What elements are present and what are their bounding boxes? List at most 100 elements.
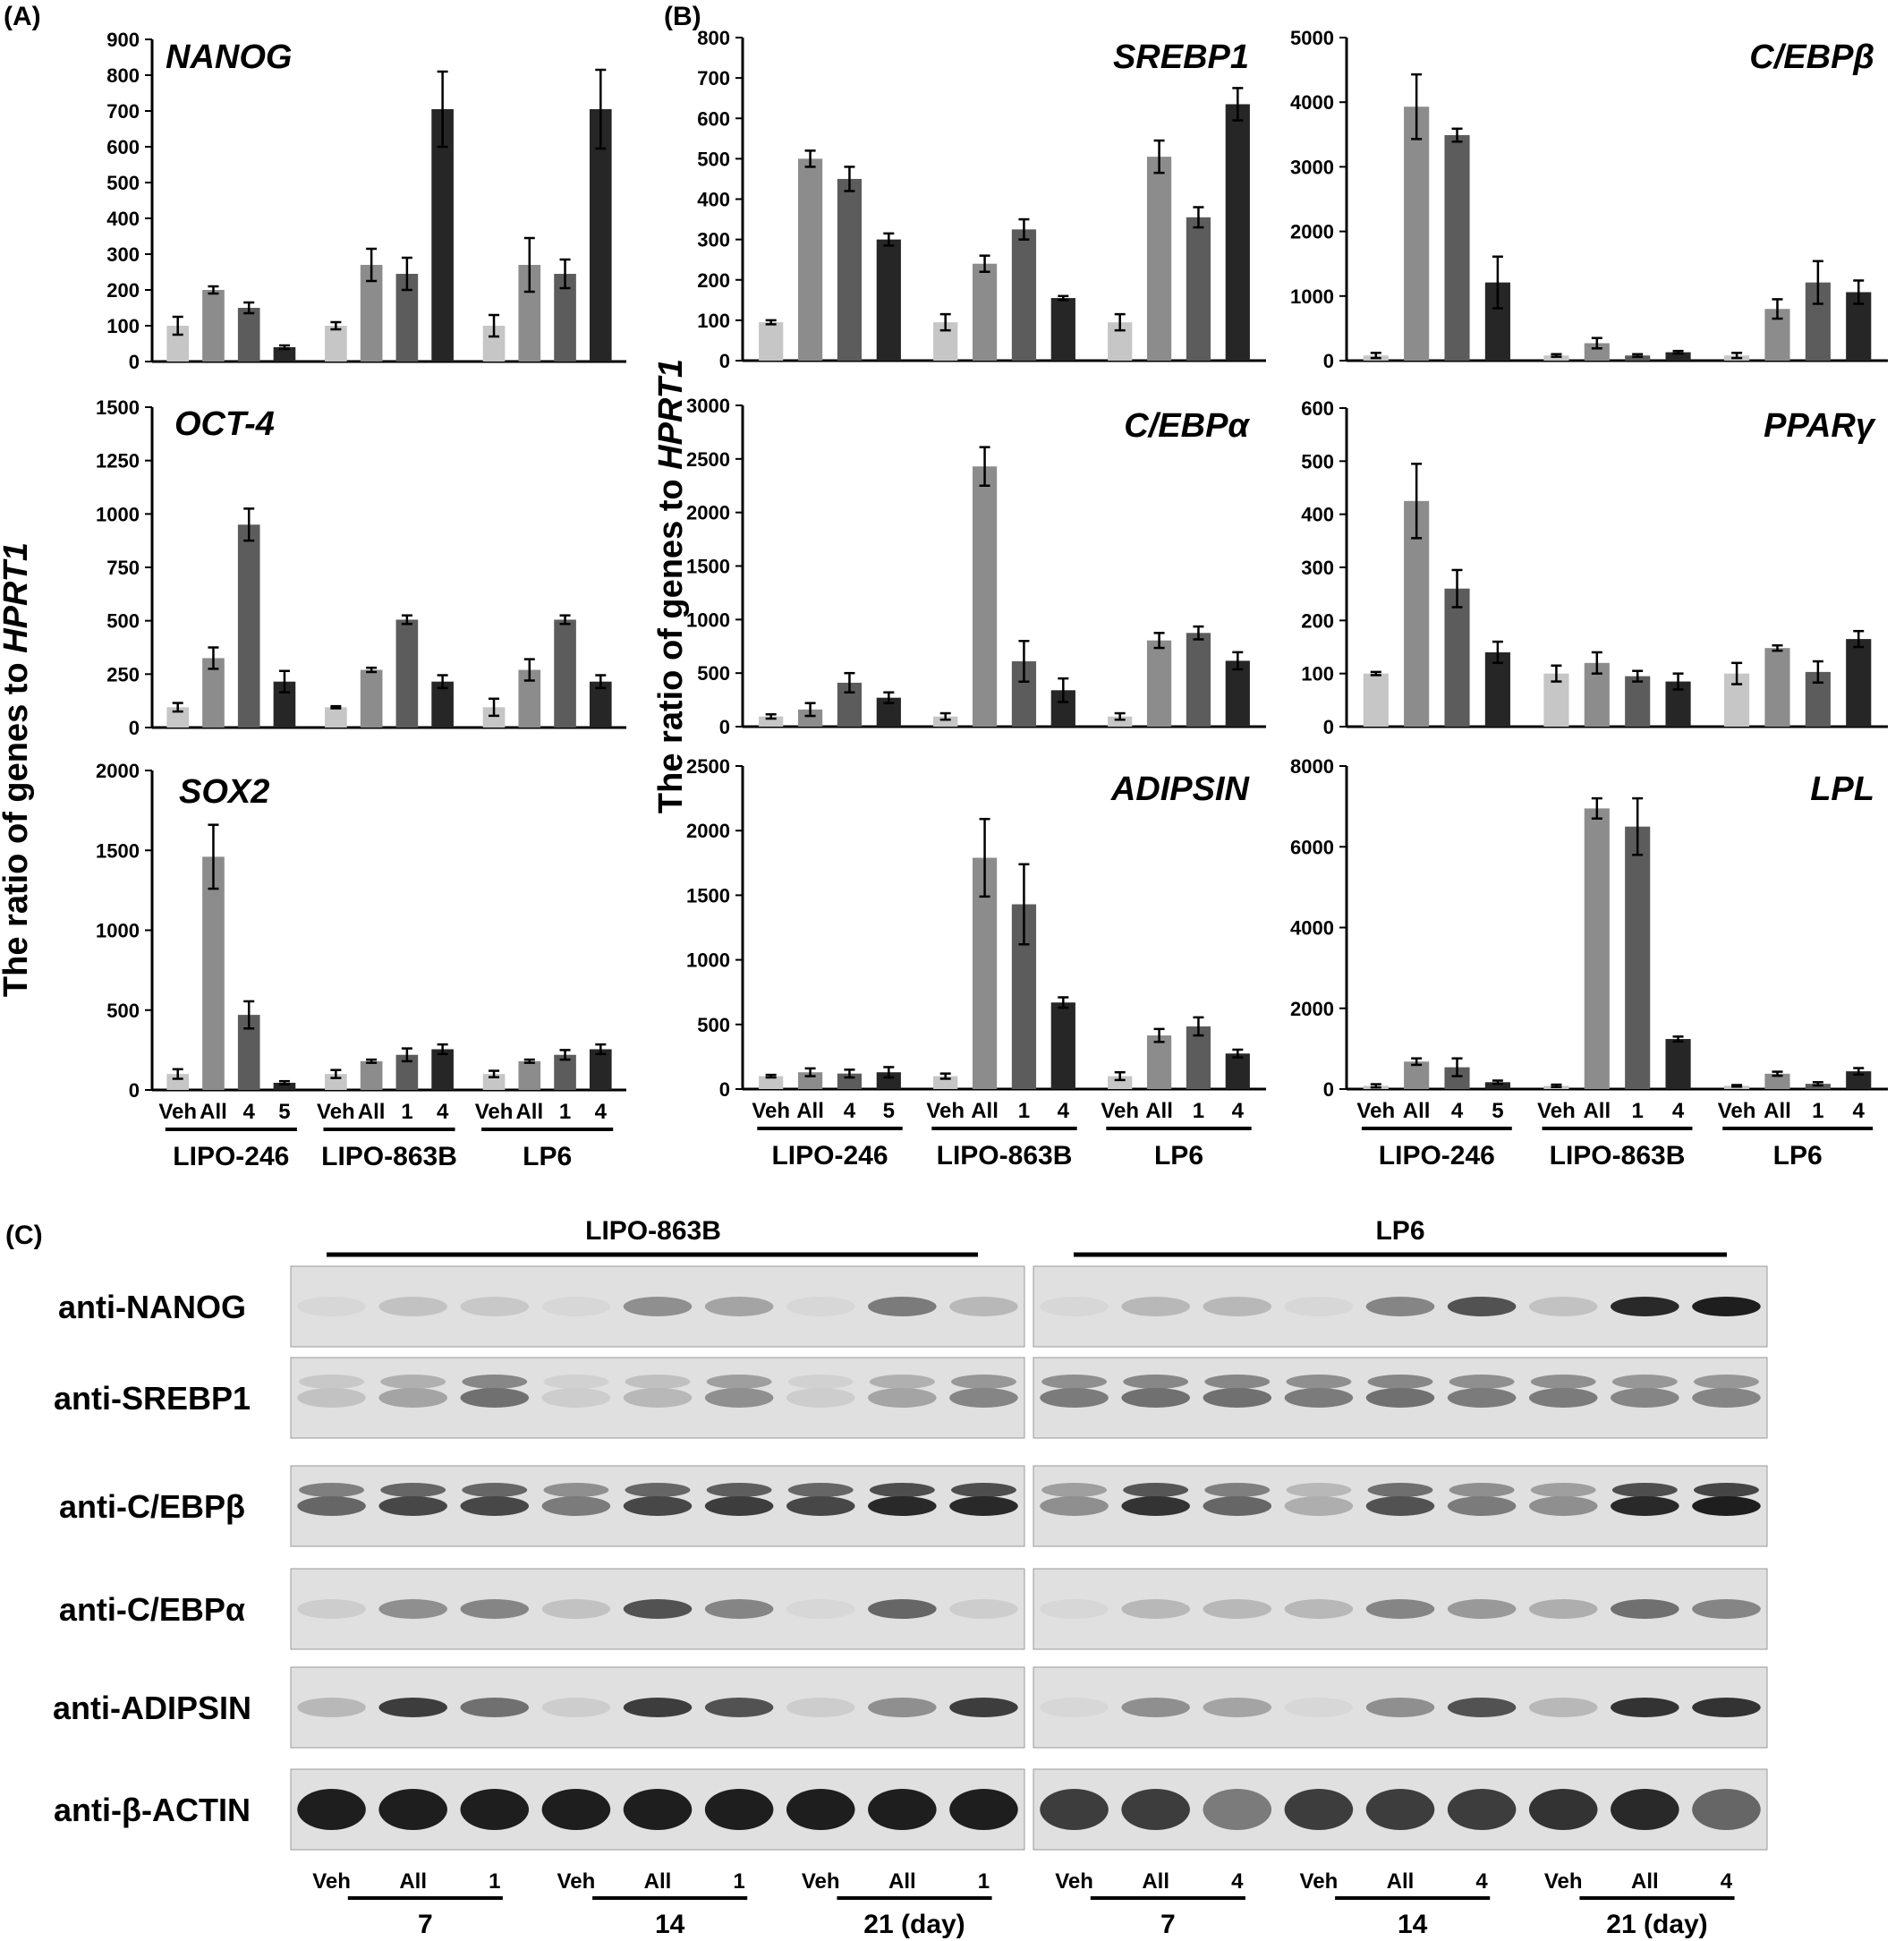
blot-band — [1203, 1297, 1272, 1316]
blot-band-upper — [869, 1483, 935, 1497]
antibody-label: anti-NANOG — [58, 1289, 246, 1325]
bar-LIPO-863B-All — [972, 466, 998, 727]
bar-LP6-4 — [1225, 104, 1250, 362]
blot-band — [460, 1789, 530, 1830]
x-tick-label: 5 — [883, 1099, 895, 1123]
chart-cebpa: 0 500 1000 1500 2000 2500 3000 C/EBPα — [686, 395, 1266, 738]
x-tick-label: All — [1145, 1099, 1173, 1123]
x-tick-label: 5 — [1492, 1099, 1503, 1123]
x-tick-label: 5 — [278, 1100, 290, 1124]
blot-band — [949, 1698, 1018, 1717]
group-label: LIPO-863B — [1550, 1141, 1686, 1171]
y-tick-label: 600 — [697, 107, 730, 130]
y-tick-label: 1000 — [686, 609, 730, 631]
blot-band — [1447, 1789, 1517, 1830]
blot-band — [1692, 1496, 1761, 1516]
y-tick-label: 0 — [1323, 716, 1334, 738]
y-tick-label: 1250 — [96, 450, 140, 472]
blot-band — [623, 1388, 693, 1408]
y-tick-label: 500 — [697, 1014, 730, 1036]
blot-band — [704, 1297, 774, 1316]
lipo-blot-row — [290, 1357, 1025, 1439]
blot-band — [623, 1698, 693, 1717]
bar-LIPO-246-5 — [273, 1082, 296, 1090]
bar-LP6-1 — [1186, 217, 1211, 361]
lane-label: All — [399, 1869, 427, 1894]
antibody-label: anti-C/EBPα — [59, 1591, 245, 1628]
bar-LIPO-246-5 — [876, 239, 901, 361]
group-label: LP6 — [1154, 1141, 1203, 1171]
chart-title: SREBP1 — [1113, 38, 1249, 76]
blot-band — [704, 1789, 774, 1830]
blot-band — [1203, 1789, 1272, 1830]
bar-LIPO-863B-All — [1584, 343, 1610, 361]
blot-band-upper — [625, 1375, 691, 1389]
lp6-blot-row — [1033, 1265, 1768, 1348]
y-tick-label: 800 — [697, 27, 730, 49]
y-tick-label: 250 — [106, 663, 140, 685]
blot-band — [1528, 1496, 1598, 1516]
blot-band-upper — [1123, 1483, 1189, 1497]
blot-band — [1121, 1496, 1190, 1516]
lipo-blot — [290, 1265, 1025, 1851]
x-tick-label: All — [1403, 1099, 1431, 1123]
blot-band-upper — [1286, 1375, 1352, 1389]
bar-LP6-Veh — [1108, 716, 1133, 727]
y-tick-label: 400 — [1301, 504, 1334, 526]
blot-band — [1611, 1388, 1679, 1408]
bar-LP6-4 — [1225, 660, 1250, 727]
group-label: LIPO-863B — [321, 1142, 457, 1171]
bar-LIPO-863B-All — [1584, 808, 1610, 1089]
bar-LP6-All — [1764, 1073, 1790, 1089]
blot-band-upper — [1123, 1375, 1189, 1389]
blot-band — [460, 1388, 530, 1408]
blot-band — [786, 1599, 855, 1619]
day-label: 14 — [1398, 1910, 1428, 1939]
bar-LIPO-246-5 — [1484, 1082, 1510, 1089]
blot-band-upper — [1041, 1483, 1107, 1497]
chart-nanog: 0 100 200 300 400 500 600 700 800 900 NANOG — [106, 29, 626, 373]
blot-band — [949, 1297, 1018, 1316]
bar-LIPO-863B-4 — [431, 109, 454, 362]
group-label: LP6 — [523, 1142, 572, 1171]
y-tick-label: 400 — [697, 189, 730, 211]
day-label: 14 — [655, 1910, 685, 1939]
blot-band — [541, 1388, 611, 1408]
blot-band — [541, 1297, 611, 1316]
blot-band-upper — [462, 1483, 528, 1497]
bar-LP6-Veh — [482, 707, 506, 728]
blot-band — [541, 1698, 611, 1717]
blot-band — [297, 1698, 366, 1717]
blot-band — [460, 1496, 530, 1516]
blot-band — [704, 1496, 774, 1516]
x-tick-label: All — [1764, 1099, 1791, 1123]
y-axis-prefix-a: The ratio of genes to — [0, 653, 35, 997]
blot-band — [1611, 1496, 1679, 1516]
bar-LIPO-863B-4 — [1050, 298, 1075, 361]
bar-LIPO-863B-1 — [1625, 826, 1651, 1089]
blot-band-upper — [706, 1375, 772, 1389]
lp6-blot-row — [1033, 1357, 1768, 1439]
bar-LP6-4 — [1846, 639, 1872, 727]
blot-band — [1203, 1599, 1272, 1619]
bar-LP6-4 — [589, 109, 612, 362]
blot-band-upper — [1694, 1483, 1759, 1497]
blot-band — [1365, 1599, 1435, 1619]
blot-band-upper — [543, 1375, 609, 1389]
day-label: 21 (day) — [1606, 1910, 1707, 1939]
bar-LIPO-246-Veh — [759, 322, 784, 361]
blot-band-upper — [1204, 1375, 1271, 1389]
blot-band — [1284, 1496, 1354, 1516]
chart-title: PPARγ — [1764, 407, 1876, 445]
y-tick-label: 2000 — [686, 820, 730, 842]
bar-LIPO-246-All — [202, 856, 225, 1090]
blot-band — [868, 1388, 937, 1408]
blot-band — [1284, 1599, 1354, 1619]
bar-LP6-4 — [589, 681, 612, 728]
blot-band — [1040, 1388, 1109, 1408]
blot-band — [1284, 1388, 1354, 1408]
chart-title: C/EBPβ — [1749, 38, 1874, 76]
blot-band-upper — [1611, 1483, 1678, 1497]
